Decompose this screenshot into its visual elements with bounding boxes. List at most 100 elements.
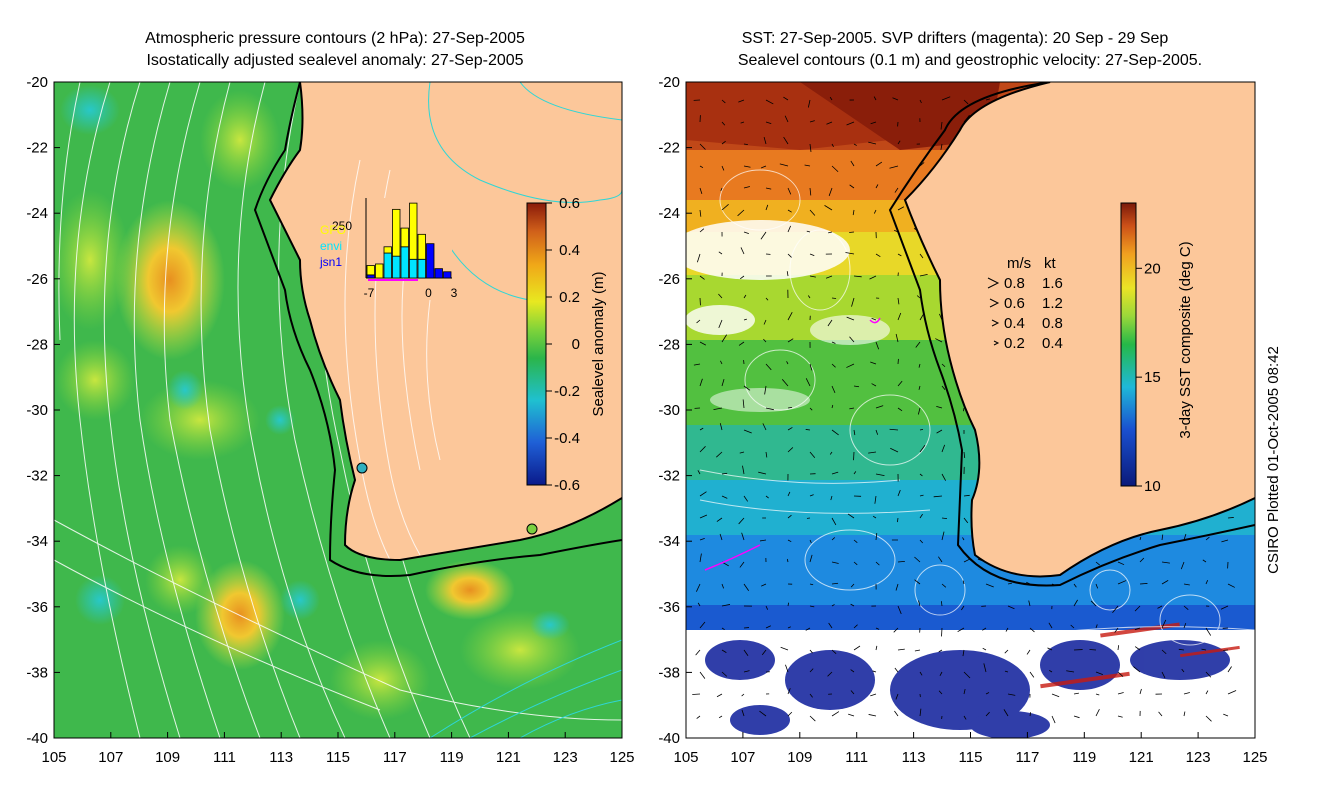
left-x-tick-label: 109 bbox=[155, 749, 180, 766]
credit-text: CSIRO Plotted 01-Oct-2005 08:42 bbox=[1265, 346, 1282, 574]
velocity-vector bbox=[918, 385, 921, 390]
velocity-vector bbox=[1178, 648, 1185, 651]
sla-colorbar-tick-label: -0.6 bbox=[554, 477, 580, 494]
velocity-vector bbox=[919, 445, 926, 453]
velocity-vector bbox=[1049, 670, 1053, 673]
velocity-vector bbox=[699, 209, 702, 217]
velocity-vector bbox=[809, 209, 816, 216]
velocity-vector bbox=[1201, 648, 1207, 651]
velocity-vector bbox=[787, 711, 793, 717]
velocity-vector bbox=[963, 715, 967, 720]
velocity-vector bbox=[831, 404, 834, 409]
velocity-vector bbox=[809, 275, 816, 278]
velocity-vector bbox=[1161, 649, 1167, 655]
velocity-vector bbox=[1139, 583, 1148, 585]
velocity-vector bbox=[1183, 583, 1190, 586]
velocity-vector bbox=[919, 253, 924, 259]
velocity-vector bbox=[985, 711, 990, 717]
left-y-tick-label: -38 bbox=[26, 664, 48, 681]
velocity-vector bbox=[871, 317, 877, 321]
velocity-vector bbox=[853, 385, 860, 388]
left-x-tick-label: 115 bbox=[326, 749, 350, 766]
velocity-vector bbox=[919, 473, 923, 477]
velocity-vector bbox=[721, 379, 725, 387]
velocity-vector bbox=[941, 517, 948, 520]
velocity-vector bbox=[760, 231, 767, 240]
velocity-vector bbox=[786, 361, 789, 365]
velocity-vector bbox=[916, 295, 921, 299]
right-map: -20 -22 -24 -26 -28 -30 -32 -34 -36 -38 -40 105 107… bbox=[658, 74, 1267, 766]
velocity-vector bbox=[1134, 605, 1141, 612]
velocity-vector bbox=[743, 318, 747, 321]
velocity-vector bbox=[719, 533, 723, 541]
velocity-vector bbox=[853, 143, 857, 146]
velocity-vector bbox=[758, 471, 767, 475]
velocity-vector bbox=[787, 187, 792, 195]
velocity-vector bbox=[1005, 627, 1009, 632]
velocity-vector bbox=[739, 561, 745, 568]
sla-colorbar-tick-label: 0.4 bbox=[559, 242, 580, 259]
velocity-vector bbox=[846, 121, 855, 126]
velocity-vector bbox=[787, 491, 791, 497]
velocity-vector bbox=[721, 472, 728, 475]
velocity-vector bbox=[853, 471, 857, 475]
velocity-vector bbox=[1112, 605, 1119, 614]
velocity-vector bbox=[720, 360, 723, 365]
inset-bar-gfo bbox=[409, 202, 418, 260]
sla-colorbar-tick-label: -0.2 bbox=[554, 383, 580, 400]
velocity-vector bbox=[851, 297, 855, 307]
velocity-vector bbox=[918, 600, 921, 607]
left-x-tick-label: 111 bbox=[213, 749, 236, 766]
right-x-tick-label: 113 bbox=[902, 749, 926, 766]
velocity-vector bbox=[787, 406, 793, 409]
velocity-vector bbox=[1095, 624, 1098, 629]
velocity-vector bbox=[765, 99, 774, 105]
velocity-vector bbox=[919, 162, 925, 167]
velocity-vector bbox=[763, 136, 767, 145]
velocity-vector bbox=[875, 533, 878, 541]
velocity-vector bbox=[941, 473, 946, 481]
inset-legend-label: envi bbox=[320, 239, 342, 253]
velocity-vector bbox=[743, 231, 749, 234]
velocity-vector bbox=[809, 451, 816, 459]
left-x-tick-label: 105 bbox=[41, 749, 66, 766]
inset-bar-gfo bbox=[392, 208, 401, 257]
sla-anomaly-blobs bbox=[54, 85, 580, 720]
velocity-vector bbox=[962, 649, 965, 657]
velocity-vector bbox=[847, 513, 855, 519]
svp-drifter-track bbox=[869, 317, 881, 324]
inset-bar-gfo bbox=[383, 246, 392, 254]
velocity-vector bbox=[889, 428, 899, 431]
velocity-vector bbox=[875, 253, 881, 258]
inset-x-tick-label: -7 bbox=[364, 286, 375, 300]
velocity-vector bbox=[1134, 627, 1141, 631]
velocity-vector bbox=[719, 423, 723, 431]
inset-bar-jsn1 bbox=[366, 274, 375, 279]
velocity-vector bbox=[807, 295, 811, 299]
velocity-vector bbox=[940, 121, 943, 130]
velocity-vector bbox=[870, 693, 877, 697]
left-map: -20 -22 -24 -26 -28 -30 -32 -34 -36 -38 -40 105 107… bbox=[26, 74, 634, 766]
velocity-vector bbox=[963, 99, 969, 105]
velocity-vector bbox=[1227, 666, 1232, 673]
velocity-legend-kt: 1.2 bbox=[1042, 295, 1063, 312]
velocity-vector bbox=[983, 663, 987, 673]
velocity-vector bbox=[760, 165, 767, 169]
left-title-line1: Atmospheric pressure contours (2 hPa): 2… bbox=[145, 30, 525, 47]
velocity-legend-kt-header: kt bbox=[1044, 255, 1057, 272]
velocity-vector bbox=[845, 252, 855, 255]
velocity-vector bbox=[938, 690, 943, 695]
velocity-vector bbox=[985, 583, 994, 588]
velocity-vector bbox=[699, 553, 702, 563]
velocity-vector bbox=[721, 583, 724, 589]
velocity-vector bbox=[917, 407, 921, 415]
velocity-vector bbox=[853, 539, 858, 543]
velocity-vector bbox=[1227, 583, 1235, 588]
velocity-vector bbox=[1161, 619, 1167, 629]
velocity-vector bbox=[1048, 622, 1053, 629]
right-y-tick-label: -24 bbox=[658, 205, 680, 222]
velocity-vector bbox=[780, 646, 789, 651]
velocity-vector bbox=[743, 186, 750, 189]
velocity-vector bbox=[741, 693, 745, 697]
